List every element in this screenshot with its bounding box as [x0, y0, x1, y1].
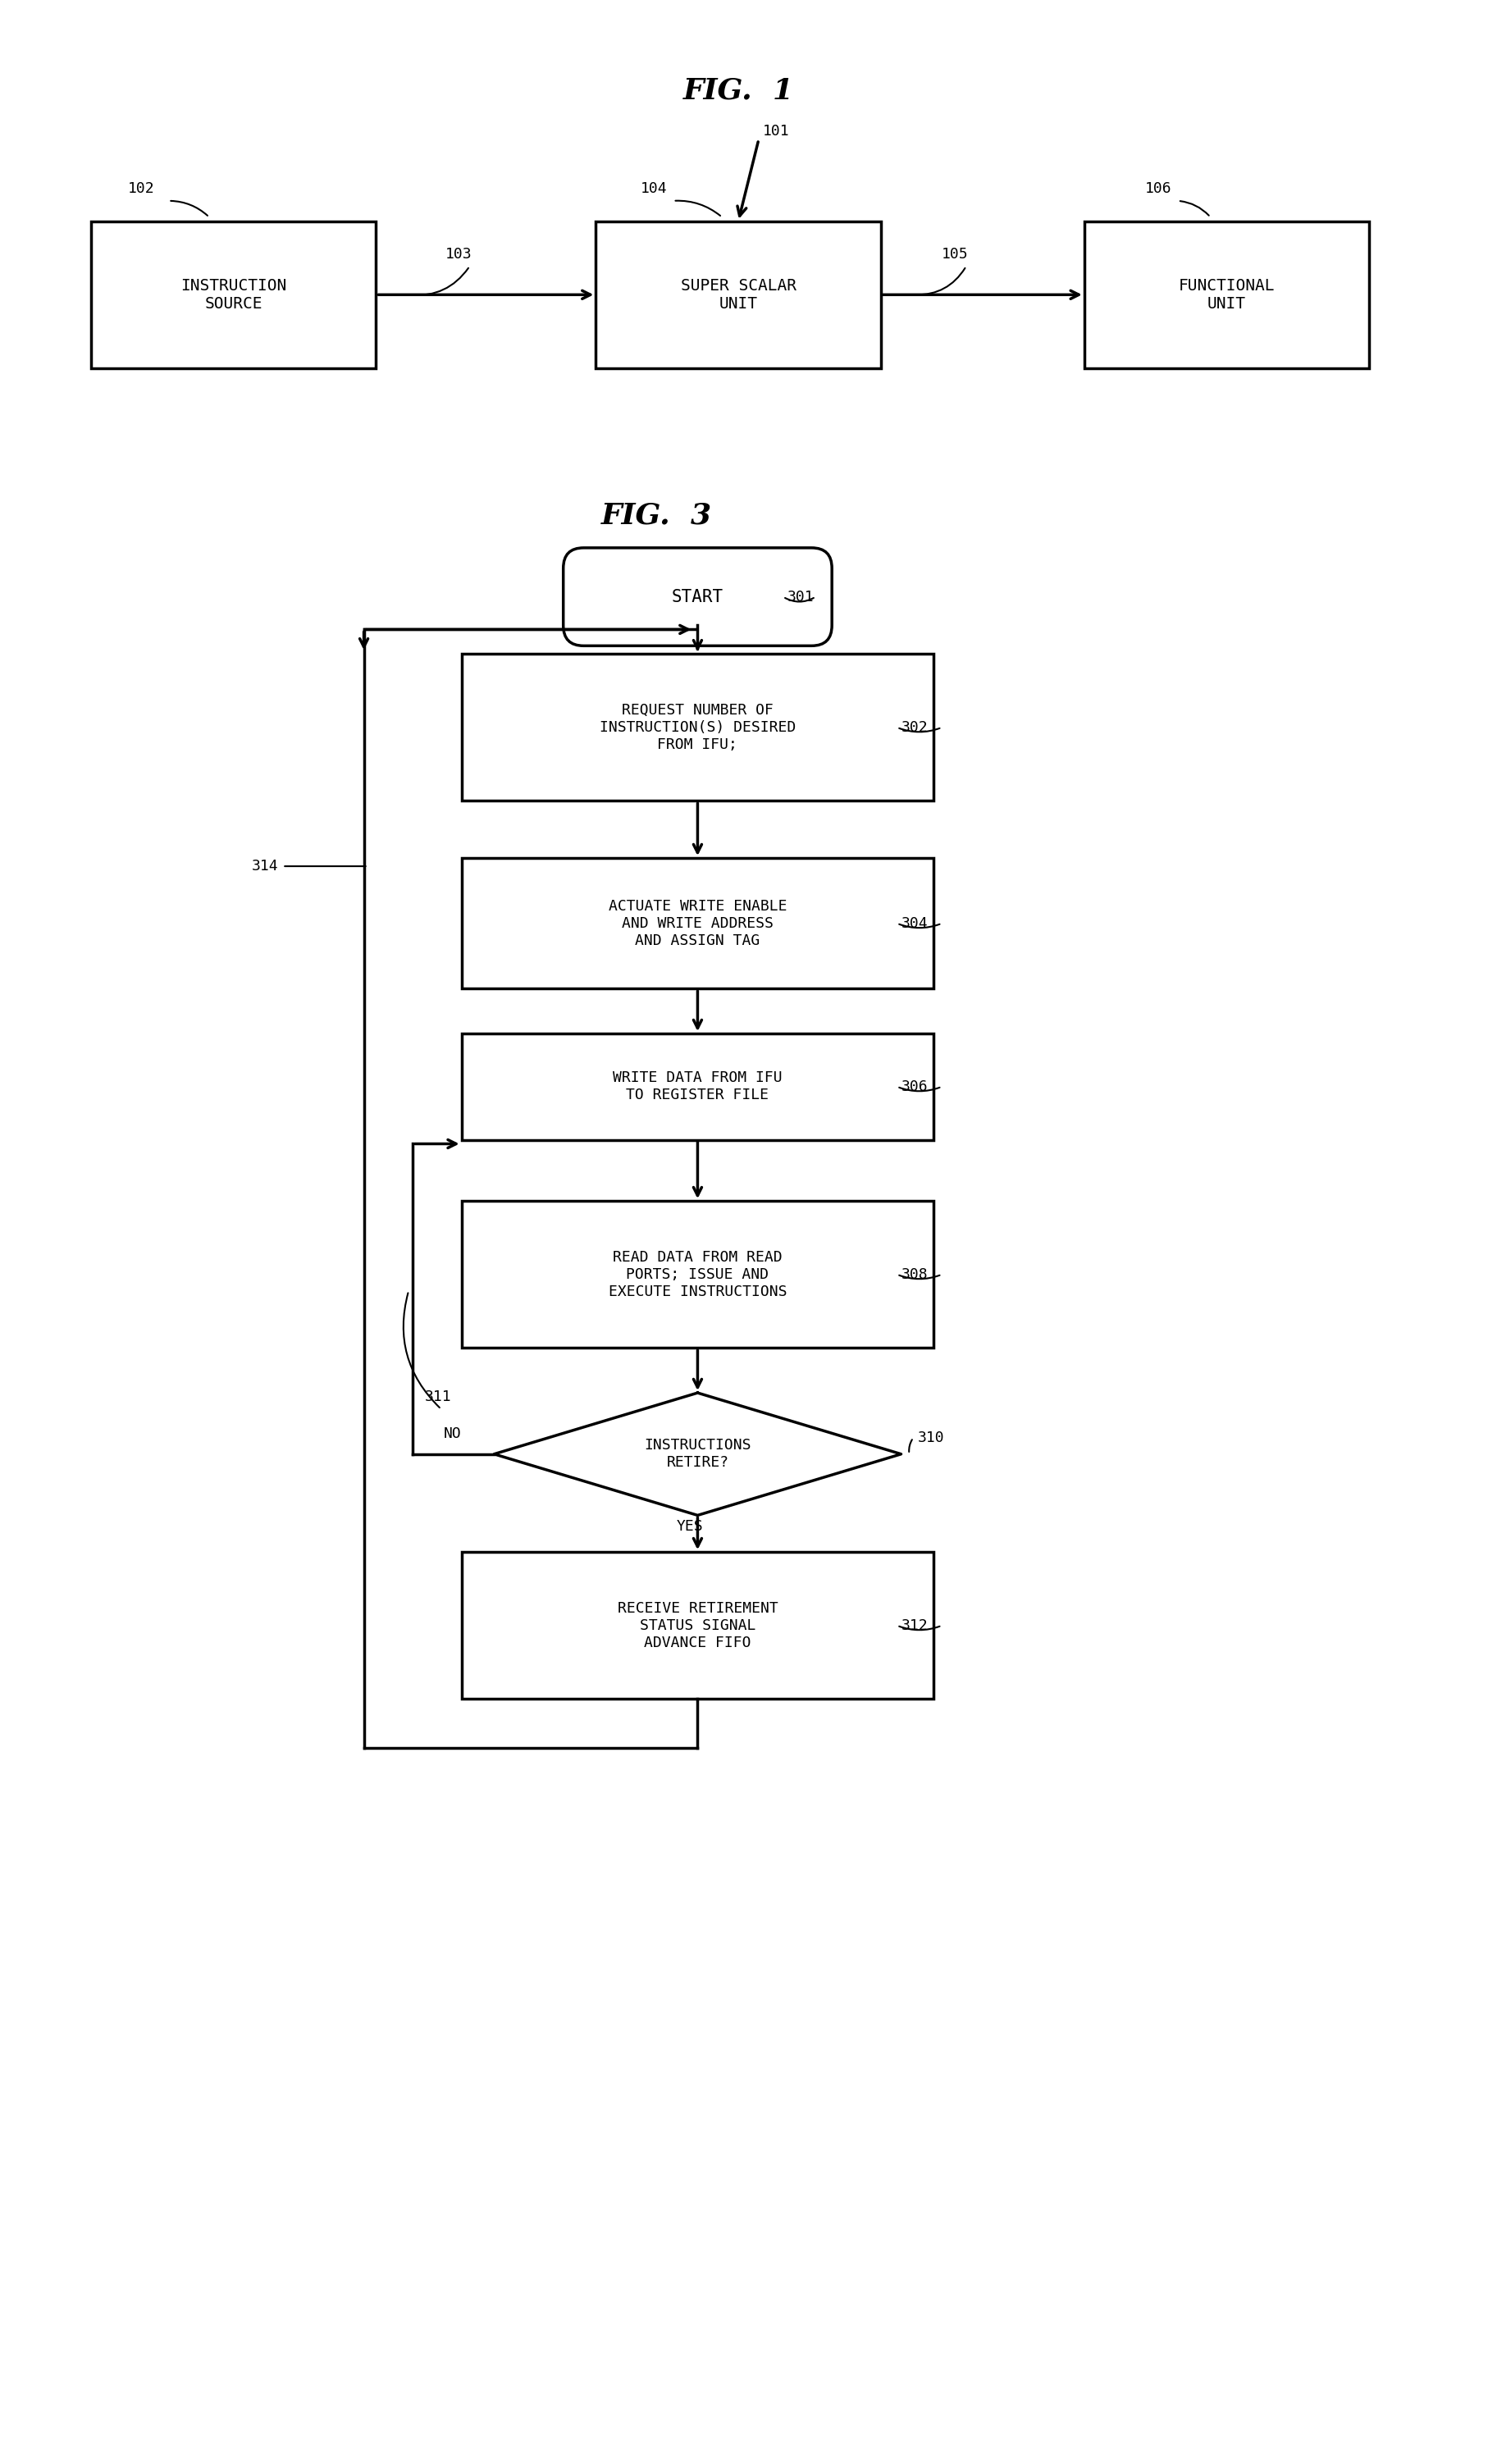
Text: ACTUATE WRITE ENABLE
AND WRITE ADDRESS
AND ASSIGN TAG: ACTUATE WRITE ENABLE AND WRITE ADDRESS A…: [609, 899, 787, 949]
Text: 310: 310: [918, 1432, 945, 1444]
Text: REQUEST NUMBER OF
INSTRUCTION(S) DESIRED
FROM IFU;: REQUEST NUMBER OF INSTRUCTION(S) DESIRED…: [600, 702, 796, 752]
Text: FIG.  3: FIG. 3: [601, 500, 713, 530]
Text: 101: 101: [763, 123, 790, 138]
Text: 103: 103: [445, 246, 472, 261]
FancyBboxPatch shape: [564, 547, 832, 646]
Text: INSTRUCTION
SOURCE: INSTRUCTION SOURCE: [180, 278, 287, 310]
FancyBboxPatch shape: [461, 1032, 933, 1141]
Text: 304: 304: [902, 917, 929, 931]
Text: YES: YES: [676, 1520, 702, 1535]
Text: 105: 105: [942, 246, 969, 261]
Text: 314: 314: [251, 860, 278, 875]
Text: SUPER SCALAR
UNIT: SUPER SCALAR UNIT: [680, 278, 796, 310]
Text: 312: 312: [902, 1619, 929, 1634]
Text: 102: 102: [128, 182, 155, 197]
FancyBboxPatch shape: [91, 222, 376, 367]
FancyBboxPatch shape: [461, 1200, 933, 1348]
Text: NO: NO: [443, 1427, 461, 1441]
Text: INSTRUCTIONS
RETIRE?: INSTRUCTIONS RETIRE?: [644, 1439, 751, 1471]
FancyBboxPatch shape: [1085, 222, 1369, 367]
Text: FIG.  1: FIG. 1: [683, 76, 793, 103]
Text: 306: 306: [902, 1079, 929, 1094]
Text: READ DATA FROM READ
PORTS; ISSUE AND
EXECUTE INSTRUCTIONS: READ DATA FROM READ PORTS; ISSUE AND EXE…: [609, 1249, 787, 1299]
FancyBboxPatch shape: [461, 653, 933, 801]
Text: 311: 311: [426, 1390, 452, 1404]
FancyBboxPatch shape: [461, 1552, 933, 1700]
Text: 104: 104: [641, 182, 668, 197]
Text: 301: 301: [787, 589, 814, 604]
FancyBboxPatch shape: [461, 857, 933, 988]
Text: 106: 106: [1146, 182, 1173, 197]
Text: WRITE DATA FROM IFU
TO REGISTER FILE: WRITE DATA FROM IFU TO REGISTER FILE: [613, 1072, 783, 1101]
Text: 308: 308: [902, 1266, 929, 1281]
FancyBboxPatch shape: [595, 222, 881, 367]
Text: START: START: [671, 589, 723, 606]
Text: RECEIVE RETIREMENT
STATUS SIGNAL
ADVANCE FIFO: RECEIVE RETIREMENT STATUS SIGNAL ADVANCE…: [618, 1602, 778, 1651]
Text: 302: 302: [902, 719, 929, 734]
Text: FUNCTIONAL
UNIT: FUNCTIONAL UNIT: [1178, 278, 1275, 310]
